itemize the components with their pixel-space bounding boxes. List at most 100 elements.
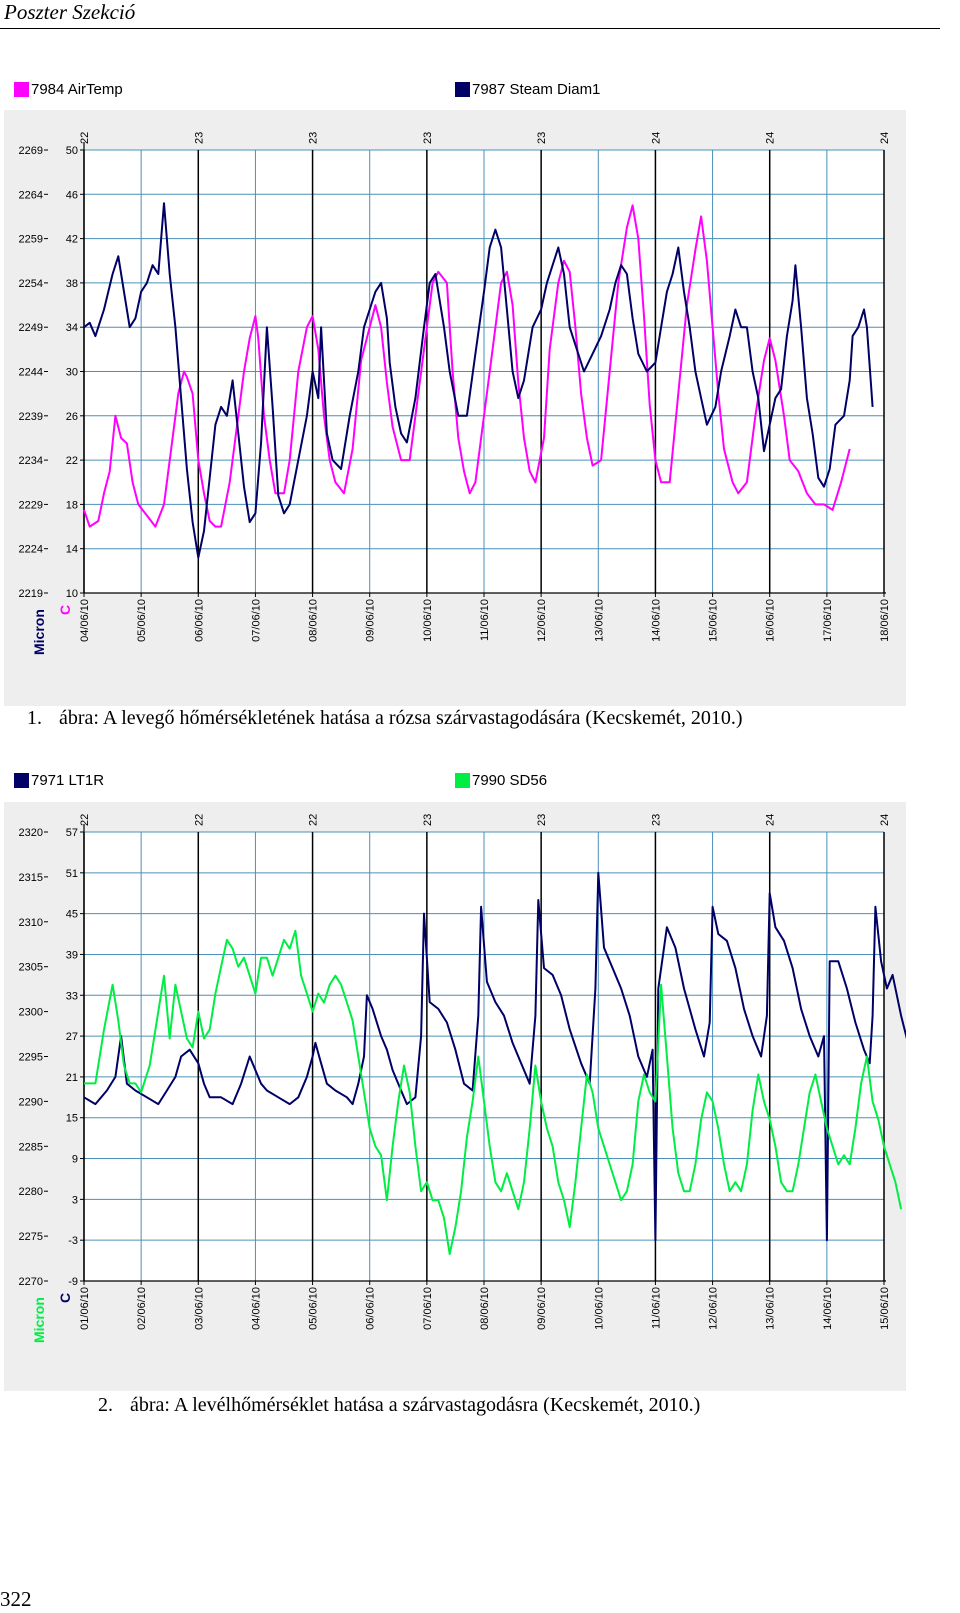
figure-2-chart-panel: 2320 2315 2310 2305 2300 2295 2290 2285 2280 2275… bbox=[4, 802, 906, 1391]
x-tick-label: 12/06/10 bbox=[536, 599, 548, 642]
celsius-tick-label: 10 bbox=[66, 588, 78, 600]
celsius-axis-title: C bbox=[57, 1293, 73, 1303]
x-tick-label: 08/06/10 bbox=[308, 599, 320, 642]
celsius-tick-label: 18 bbox=[66, 499, 78, 511]
x-tick-label: 15/06/10 bbox=[708, 599, 720, 642]
celsius-tick-label: 9 bbox=[72, 1154, 78, 1166]
top-label: 22 bbox=[308, 814, 320, 826]
top-label: 23 bbox=[308, 132, 320, 144]
micron-tick-label: 2234 bbox=[19, 455, 43, 467]
series-line-1 bbox=[83, 871, 906, 1242]
page-number: 322 bbox=[0, 1587, 32, 1611]
micron-axis-title: Micron bbox=[31, 609, 47, 655]
legend-label: 7990 SD56 bbox=[472, 772, 548, 789]
x-tick-label: 04/06/10 bbox=[250, 1287, 262, 1330]
x-tick-label: 14/06/10 bbox=[822, 1287, 834, 1330]
micron-axis-title: Micron bbox=[31, 1297, 47, 1343]
legend-swatch bbox=[14, 773, 29, 788]
micron-tick-label: 2219 bbox=[19, 588, 43, 600]
top-label: 23 bbox=[422, 132, 434, 144]
x-tick-label: 11/06/10 bbox=[650, 1287, 662, 1329]
legend-swatch bbox=[14, 82, 29, 97]
micron-tick-label: 2305 bbox=[19, 962, 43, 974]
x-tick-label: 10/06/10 bbox=[422, 599, 434, 642]
caption-number: 2. bbox=[98, 1394, 113, 1416]
celsius-tick-label: 27 bbox=[66, 1031, 78, 1043]
top-label: 24 bbox=[879, 132, 891, 144]
celsius-tick-label: 51 bbox=[66, 868, 78, 880]
x-tick-label: 14/06/10 bbox=[650, 599, 662, 642]
x-tick-label: 07/06/10 bbox=[250, 599, 262, 642]
legend-label: 7971 LT1R bbox=[31, 772, 105, 789]
celsius-tick-label: 30 bbox=[66, 367, 78, 379]
celsius-tick-label: 46 bbox=[66, 189, 78, 201]
celsius-tick-label: 21 bbox=[66, 1072, 78, 1084]
x-tick-label: 06/06/10 bbox=[193, 599, 205, 642]
celsius-tick-label: 22 bbox=[66, 455, 78, 467]
top-label: 23 bbox=[422, 814, 434, 826]
series-line-2 bbox=[84, 929, 903, 1256]
x-tick-label: 09/06/10 bbox=[536, 1287, 548, 1330]
figure-2-legend-item-2: 7990 SD56 bbox=[455, 772, 547, 789]
celsius-tick-label: 14 bbox=[66, 544, 78, 556]
micron-tick-label: 2290 bbox=[19, 1096, 43, 1108]
top-label: 24 bbox=[765, 814, 777, 826]
legend-label: 7984 AirTemp bbox=[31, 81, 123, 98]
figure-2-legend-item-1: 7971 LT1R bbox=[14, 772, 104, 789]
x-tick-label: 13/06/10 bbox=[593, 599, 605, 642]
figure-2-caption: 2. ábra: A levélhőmérséklet hatása a szá… bbox=[98, 1394, 700, 1417]
header-rule bbox=[0, 28, 940, 29]
top-label: 24 bbox=[879, 814, 891, 826]
celsius-tick-label: 45 bbox=[66, 909, 78, 921]
micron-tick-label: 2269 bbox=[19, 145, 43, 157]
micron-tick-label: 2315 bbox=[19, 872, 43, 884]
x-tick-label: 12/06/10 bbox=[708, 1287, 720, 1330]
top-label: 23 bbox=[536, 132, 548, 144]
x-tick-label: 05/06/10 bbox=[136, 599, 148, 642]
figure-2-chart: 2320231523102305230022952290228522802275… bbox=[19, 814, 906, 1343]
x-tick-label: 04/06/10 bbox=[79, 599, 91, 642]
top-label: 24 bbox=[765, 132, 777, 144]
legend-swatch bbox=[455, 773, 470, 788]
micron-tick-label: 2249 bbox=[19, 322, 43, 334]
caption-text: ábra: A levegő hőmérsékletének hatása a … bbox=[59, 707, 743, 729]
micron-tick-label: 2275 bbox=[19, 1231, 43, 1243]
celsius-tick-label: 33 bbox=[66, 990, 78, 1002]
celsius-tick-label: 34 bbox=[66, 322, 78, 334]
x-tick-label: 17/06/10 bbox=[822, 599, 834, 642]
top-label: 23 bbox=[193, 132, 205, 144]
micron-tick-label: 2259 bbox=[19, 234, 43, 246]
micron-tick-label: 2270 bbox=[19, 1276, 43, 1288]
celsius-tick-label: 50 bbox=[66, 145, 78, 157]
x-tick-label: 18/06/10 bbox=[879, 599, 891, 642]
micron-tick-label: 2300 bbox=[19, 1007, 43, 1019]
x-tick-label: 10/06/10 bbox=[593, 1287, 605, 1330]
figure-1-chart: 2269226422592254224922442239223422292224… bbox=[19, 132, 891, 655]
celsius-tick-label: 38 bbox=[66, 278, 78, 290]
micron-tick-label: 2229 bbox=[19, 499, 43, 511]
celsius-tick-label: 57 bbox=[66, 827, 78, 839]
x-tick-label: 06/06/10 bbox=[365, 1287, 377, 1330]
x-tick-label: 08/06/10 bbox=[479, 1287, 491, 1330]
figure-1-legend-item-1: 7984 AirTemp bbox=[14, 81, 123, 98]
top-label: 23 bbox=[536, 814, 548, 826]
figure-1-legend-item-2: 7987 Steam Diam1 bbox=[455, 81, 600, 98]
x-tick-label: 07/06/10 bbox=[422, 1287, 434, 1330]
micron-tick-label: 2244 bbox=[19, 367, 43, 379]
micron-tick-label: 2310 bbox=[19, 917, 43, 929]
x-tick-label: 05/06/10 bbox=[308, 1287, 320, 1330]
legend-label: 7987 Steam Diam1 bbox=[472, 81, 601, 98]
top-label: 22 bbox=[79, 814, 91, 826]
celsius-tick-label: 42 bbox=[66, 234, 78, 246]
top-label: 24 bbox=[650, 132, 662, 144]
celsius-tick-label: -9 bbox=[68, 1276, 78, 1288]
celsius-axis-title: C bbox=[57, 605, 73, 615]
micron-tick-label: 2320 bbox=[19, 827, 43, 839]
caption-number: 1. bbox=[27, 707, 42, 729]
page-header: Poszter Szekció bbox=[4, 0, 136, 24]
micron-tick-label: 2239 bbox=[19, 411, 43, 423]
x-tick-label: 15/06/10 bbox=[879, 1287, 891, 1330]
micron-tick-label: 2264 bbox=[19, 189, 43, 201]
celsius-tick-label: 26 bbox=[66, 411, 78, 423]
x-tick-label: 13/06/10 bbox=[765, 1287, 777, 1330]
